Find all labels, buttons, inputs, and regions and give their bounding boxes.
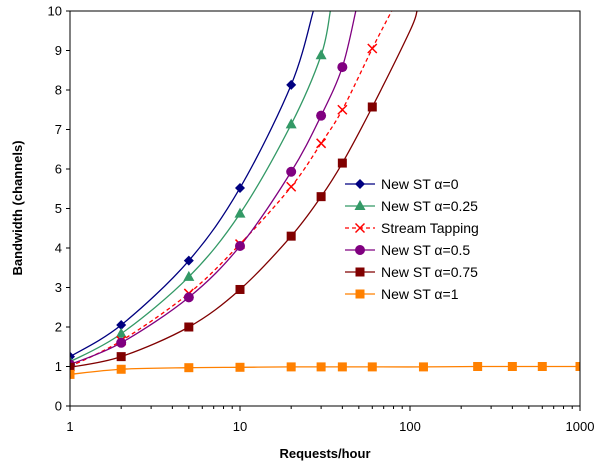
legend-marker — [354, 222, 366, 234]
data-point — [316, 138, 327, 149]
legend: New ST α=0 New ST α=0.25 Stream Tapping New… — [345, 176, 479, 302]
data-point — [367, 362, 377, 372]
data-point — [184, 322, 194, 332]
data-point — [316, 110, 327, 121]
data-point — [337, 362, 347, 372]
data-point — [183, 292, 194, 303]
x-tick-label: 1000 — [566, 419, 595, 434]
y-tick-label: 7 — [55, 122, 62, 137]
data-point — [183, 255, 194, 266]
data-point — [337, 104, 348, 115]
legend-marker — [355, 245, 365, 255]
x-tick-label: 10 — [233, 419, 247, 434]
data-point — [183, 270, 195, 281]
data-point — [286, 362, 296, 372]
x-tick-label: 1 — [66, 419, 73, 434]
data-point — [235, 284, 245, 294]
y-tick-label: 4 — [55, 241, 62, 256]
y-tick-label: 9 — [55, 43, 62, 58]
data-point — [316, 362, 326, 372]
data-point — [235, 182, 245, 193]
data-point — [367, 102, 377, 112]
legend-marker — [355, 267, 365, 277]
series-line — [70, 11, 357, 366]
y-tick-label: 10 — [48, 4, 62, 19]
data-point — [337, 62, 348, 73]
data-point — [235, 362, 245, 372]
data-point — [575, 362, 580, 371]
data-point — [418, 362, 428, 372]
legend-marker — [354, 200, 366, 210]
data-point — [116, 320, 127, 331]
data-point — [473, 362, 483, 371]
data-point — [537, 362, 547, 371]
data-point — [286, 79, 297, 90]
data-point — [316, 192, 326, 202]
data-point — [507, 362, 517, 371]
y-tick-label: 0 — [55, 399, 62, 414]
data-point — [337, 158, 347, 168]
legend-label: New ST α=0 — [381, 176, 459, 192]
data-point — [286, 166, 297, 177]
data-point — [116, 337, 127, 348]
data-point — [116, 364, 126, 374]
x-tick-label: 100 — [399, 419, 421, 434]
data-point — [285, 118, 297, 129]
y-tick-label: 2 — [55, 320, 62, 335]
y-tick-label: 1 — [55, 359, 62, 374]
data-point — [286, 231, 296, 241]
y-tick-label: 6 — [55, 162, 62, 177]
series-line — [70, 11, 418, 368]
data-point — [286, 181, 297, 192]
data-point — [235, 241, 245, 252]
data-point — [70, 369, 75, 379]
data-point — [70, 362, 75, 372]
y-tick-label: 5 — [55, 201, 62, 216]
data-point — [115, 327, 127, 338]
legend-marker — [355, 289, 365, 299]
legend-label: New ST α=1 — [381, 286, 459, 302]
plot-area — [70, 11, 580, 406]
data-point — [184, 363, 194, 373]
legend-label: New ST α=0.5 — [381, 242, 470, 258]
legend-label: Stream Tapping — [381, 220, 479, 236]
y-axis-title: Bandwidth (channels) — [10, 140, 25, 275]
y-tick-label: 3 — [55, 280, 62, 295]
legend-label: New ST α=0.25 — [381, 198, 478, 214]
data-point — [234, 207, 246, 218]
x-axis-title: Requests/hour — [279, 446, 370, 461]
data-point — [116, 352, 126, 362]
legend-marker — [355, 179, 365, 189]
legend-label: New ST α=0.75 — [381, 264, 478, 280]
data-point — [315, 49, 327, 60]
y-tick-label: 8 — [55, 83, 62, 98]
data-point — [367, 43, 378, 54]
